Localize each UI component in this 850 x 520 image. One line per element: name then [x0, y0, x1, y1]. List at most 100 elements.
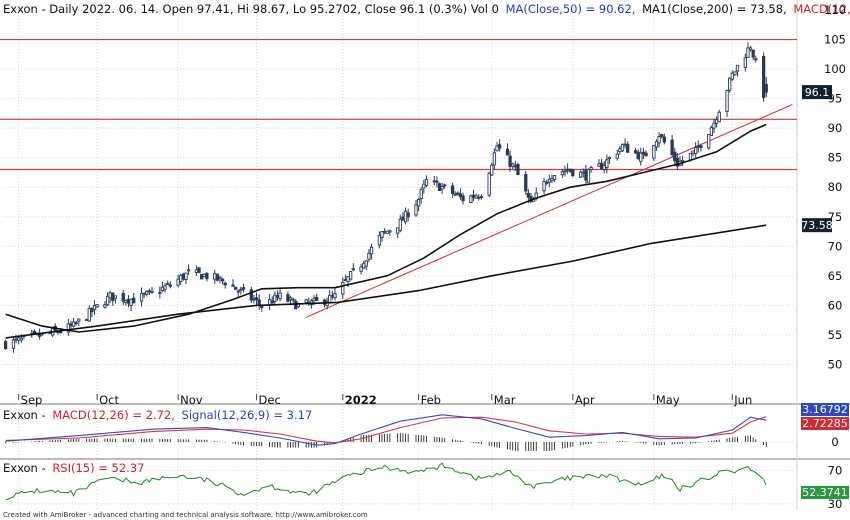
candle [605, 154, 609, 174]
x-tick-label: May [656, 393, 680, 407]
candle [223, 281, 227, 289]
candle-body [254, 297, 259, 301]
candle-body [186, 269, 191, 272]
candle-body [260, 306, 264, 308]
macd-legend-macd: MACD(12,26) = 2.72, [52, 408, 175, 422]
candle [712, 118, 716, 133]
candle [511, 162, 515, 170]
candle [158, 286, 162, 299]
candle [717, 109, 721, 123]
price-y-tick-label: 105 [824, 33, 846, 47]
x-tick-label: Apr [575, 393, 595, 407]
candle-body [346, 276, 350, 282]
x-tick-label: Jun [733, 393, 752, 407]
candle [432, 175, 436, 186]
candle-body [419, 189, 423, 199]
candle [215, 273, 219, 282]
candle-body [218, 276, 222, 279]
candle-body [69, 323, 73, 327]
price-y-tick-label: 90 [828, 121, 843, 135]
rsi-legend-name: Exxon - [3, 461, 46, 475]
candle [160, 281, 165, 292]
candle-body [315, 296, 319, 301]
candle [380, 231, 384, 242]
candle-body [707, 134, 711, 149]
candle-body [139, 292, 144, 302]
ma200-value-label-bg [802, 218, 832, 233]
candle [147, 288, 152, 296]
candle [66, 318, 70, 336]
candle-body [291, 298, 295, 301]
candle [414, 199, 418, 217]
candle-body [286, 294, 290, 302]
rsi-legend: Exxon - RSI(15) = 52.37 [3, 461, 144, 475]
macd-legend-name: Exxon - [3, 408, 46, 422]
candle [333, 288, 337, 301]
candle-body [450, 185, 455, 194]
candle-body [270, 300, 274, 304]
candle [597, 159, 601, 167]
macd-line [5, 414, 767, 446]
candle [707, 134, 711, 150]
candle [751, 49, 755, 61]
candle-body [680, 159, 685, 163]
candle-body [597, 163, 601, 167]
candle-body [369, 246, 374, 255]
candle [644, 150, 648, 157]
candle [458, 188, 463, 200]
price-y-tick-label: 110 [824, 3, 846, 17]
candle [388, 229, 392, 236]
candle-body [584, 169, 588, 181]
candle-body [380, 231, 384, 238]
price-y-tick-label: 60 [828, 298, 843, 312]
candle [11, 337, 16, 353]
candle-body [461, 195, 465, 202]
candle-body [294, 300, 298, 310]
candle [461, 192, 465, 205]
signal-value-label-bg [801, 403, 849, 416]
candle-body [111, 292, 115, 301]
rsi-legend-value: RSI(15) = 52.37 [52, 461, 144, 475]
candle [95, 304, 99, 309]
candle [186, 264, 191, 275]
candle-body [273, 294, 277, 302]
candle-body [599, 162, 604, 170]
candle [479, 194, 483, 200]
candle-body [278, 292, 282, 300]
candle [586, 168, 591, 183]
candle-body [231, 284, 235, 287]
candle [139, 287, 144, 307]
candle-body [602, 165, 606, 170]
candle [453, 191, 457, 196]
candle-body [396, 227, 400, 234]
candle-body [673, 151, 677, 162]
candle-body [58, 331, 63, 334]
price-title-ma50: MA(Close,50) = 90.62, [506, 2, 636, 16]
candle [505, 143, 510, 156]
candle [267, 293, 272, 311]
candle [709, 125, 714, 137]
x-tick-label: Nov [180, 393, 203, 407]
candle-body [239, 288, 243, 291]
candle-body [474, 195, 478, 199]
candle [694, 142, 698, 158]
signal-value-label: 3.16792 [801, 403, 849, 416]
candle [725, 89, 729, 118]
candle [168, 281, 172, 289]
candle [571, 168, 575, 178]
candle-body [641, 151, 646, 155]
candle-body [105, 295, 110, 306]
candle [545, 179, 549, 186]
candle-body [550, 178, 554, 182]
candle [385, 230, 389, 234]
candle-body [364, 260, 368, 267]
candle-body [565, 168, 570, 171]
candle [364, 260, 368, 270]
candle [699, 143, 703, 152]
candle [662, 133, 666, 145]
candle-body [615, 153, 619, 159]
candle-body [743, 57, 747, 68]
candle-body [524, 174, 528, 192]
candle [680, 155, 685, 167]
candle [341, 277, 345, 299]
